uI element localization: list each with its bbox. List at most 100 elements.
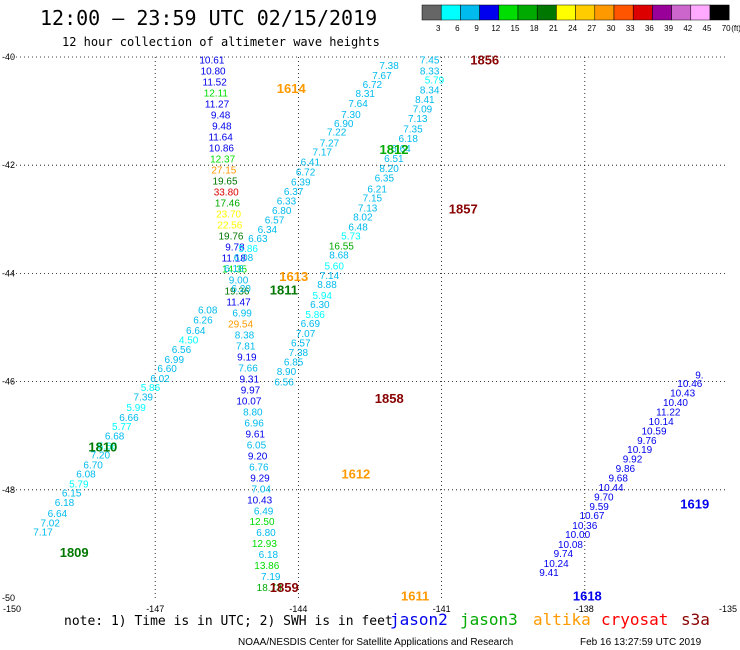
wave-height-value: 7.17	[33, 527, 53, 538]
colorbar-tick-label: 24	[568, 24, 577, 33]
pass-number-label: 1811	[270, 283, 298, 298]
wave-height-value: 10.24	[544, 559, 569, 570]
colorbar-tick-label: 42	[683, 24, 692, 33]
longitude-tick-label: -141	[433, 604, 451, 614]
wave-height-value: 7.30	[341, 110, 361, 121]
wave-height-value: 9.92	[623, 454, 643, 465]
wave-height-value: 10.44	[599, 483, 624, 494]
wave-height-value: 19.76	[218, 232, 243, 243]
wave-height-value: 6.15	[62, 489, 82, 500]
pass-number-label: 1614	[277, 81, 307, 96]
wave-height-value: 19.36	[224, 286, 249, 297]
wave-height-value: 7.35	[403, 124, 423, 135]
colorbar-tick-label: 21	[549, 24, 558, 33]
wave-height-value: 10.43	[247, 495, 272, 506]
wave-height-value: 29.54	[228, 319, 253, 330]
wave-height-value: 5.77	[112, 422, 132, 433]
colorbar-tick-label: 12	[491, 24, 500, 33]
wave-height-value: 7.19	[261, 572, 281, 583]
wave-height-value: 7.64	[348, 99, 368, 110]
colorbar-swatch	[517, 4, 538, 21]
colorbar-tick-label: 36	[645, 24, 654, 33]
wave-height-value: 5.60	[324, 261, 344, 272]
wave-height-value: 6.99	[232, 308, 252, 319]
wave-height-value: 10.36	[572, 521, 597, 532]
longitude-tick-label: -135	[719, 604, 737, 614]
wave-height-value: 18.73	[257, 583, 282, 594]
wave-height-value: 6.56	[172, 345, 192, 356]
wave-height-value: 10.14	[649, 417, 674, 428]
pass-number-label: 1611	[401, 588, 429, 603]
latitude-tick-label: -40	[2, 52, 15, 62]
wave-height-value: 6.48	[348, 222, 368, 233]
wave-height-value: 6.05	[247, 440, 267, 451]
wave-height-value: 9.70	[594, 492, 614, 503]
wave-height-value: 11.52	[203, 78, 228, 89]
graticule	[12, 56, 728, 598]
longitude-tick-label: -147	[146, 604, 164, 614]
colorbar-tick-label: 6	[455, 24, 460, 33]
wave-height-value: 7.66	[238, 363, 258, 374]
wave-height-value: 10.43	[670, 388, 695, 399]
wave-height-value: 6.33	[277, 196, 297, 207]
wave-height-value: 9.61	[246, 429, 266, 440]
wave-height-value: 12.11	[204, 89, 229, 100]
colorbar-tick-label: 9	[474, 24, 479, 33]
wave-height-value: 6.80	[256, 528, 276, 539]
wave-height-value: 7.02	[40, 518, 60, 529]
wave-height-value: 11.64	[208, 133, 233, 144]
wave-height-value: 6.37	[284, 187, 304, 198]
wave-height-value: 9.86	[616, 464, 636, 475]
wave-height-value: 7.09	[413, 104, 433, 115]
satellite-legend-item: altika	[533, 610, 591, 629]
wave-height-value: 33.80	[214, 188, 239, 199]
wave-height-value: 13.86	[254, 561, 279, 572]
wave-height-value: 6.26	[193, 315, 213, 326]
wave-height-value: 7.20	[91, 451, 111, 462]
timestamp-text: Feb 16 13:27:59 UTC 2019	[580, 637, 702, 648]
wave-height-value: 7.67	[372, 71, 392, 82]
wave-height-value: 6.41	[301, 157, 321, 168]
wave-height-value: 5.79	[69, 479, 89, 490]
wave-height-value: 6.69	[301, 319, 321, 330]
wave-height-value: 5.73	[341, 232, 361, 243]
wave-height-value: 7.07	[296, 329, 316, 340]
wave-height-value: 6.57	[265, 215, 285, 226]
wave-height-value: 6.08	[198, 306, 218, 317]
wave-height-value: 19.65	[213, 177, 238, 188]
wave-height-value: 11.27	[205, 100, 230, 111]
colorbar-swatch	[575, 4, 596, 21]
wave-height-value: 6.20	[231, 284, 251, 295]
wave-height-value: 8.90	[277, 367, 297, 378]
colorbar-swatch	[556, 4, 576, 21]
wave-height-value: 7.15	[363, 194, 383, 205]
wave-height-value: 9.97	[241, 385, 261, 396]
latitude-tick-label: -44	[2, 268, 15, 278]
colorbar-unit-label: (ft)	[731, 24, 740, 33]
wave-height-value: 6.30	[310, 300, 330, 311]
wave-height-value: 8.20	[379, 164, 399, 175]
page-subtitle: 12 hour collection of altimeter wave hei…	[62, 35, 380, 49]
colorbar-swatch	[690, 4, 711, 21]
wave-height-value: 8.38	[235, 330, 255, 341]
colorbar-swatch	[613, 4, 634, 21]
wave-height-value: 9.68	[608, 473, 628, 484]
latitude-tick-label: -50	[2, 593, 15, 603]
axis-labels: -150 -147 -144 -141 -138 -135 -40 -42 -44 -46 -48 -…	[2, 52, 737, 614]
wave-height-value: 6.21	[367, 184, 387, 195]
wave-height-value: 9.76	[637, 436, 657, 447]
wave-height-value: 9.48	[211, 111, 231, 122]
wave-height-value: 6.64	[186, 326, 206, 337]
wave-height-value: 6.96	[244, 418, 264, 429]
colorbar-tick-label: 30	[607, 24, 616, 33]
wave-height-value: 6.90	[334, 119, 354, 130]
wave-height-value: 6.72	[363, 80, 383, 91]
wave-height-value: 6.49	[254, 506, 274, 517]
wave-height-value: 9.59	[589, 502, 609, 513]
wave-height-value: 17.46	[215, 199, 240, 210]
wave-height-value: 12.93	[252, 539, 277, 550]
pass-number-label: 1619	[680, 496, 709, 511]
wave-height-value: 7.81	[236, 341, 256, 352]
